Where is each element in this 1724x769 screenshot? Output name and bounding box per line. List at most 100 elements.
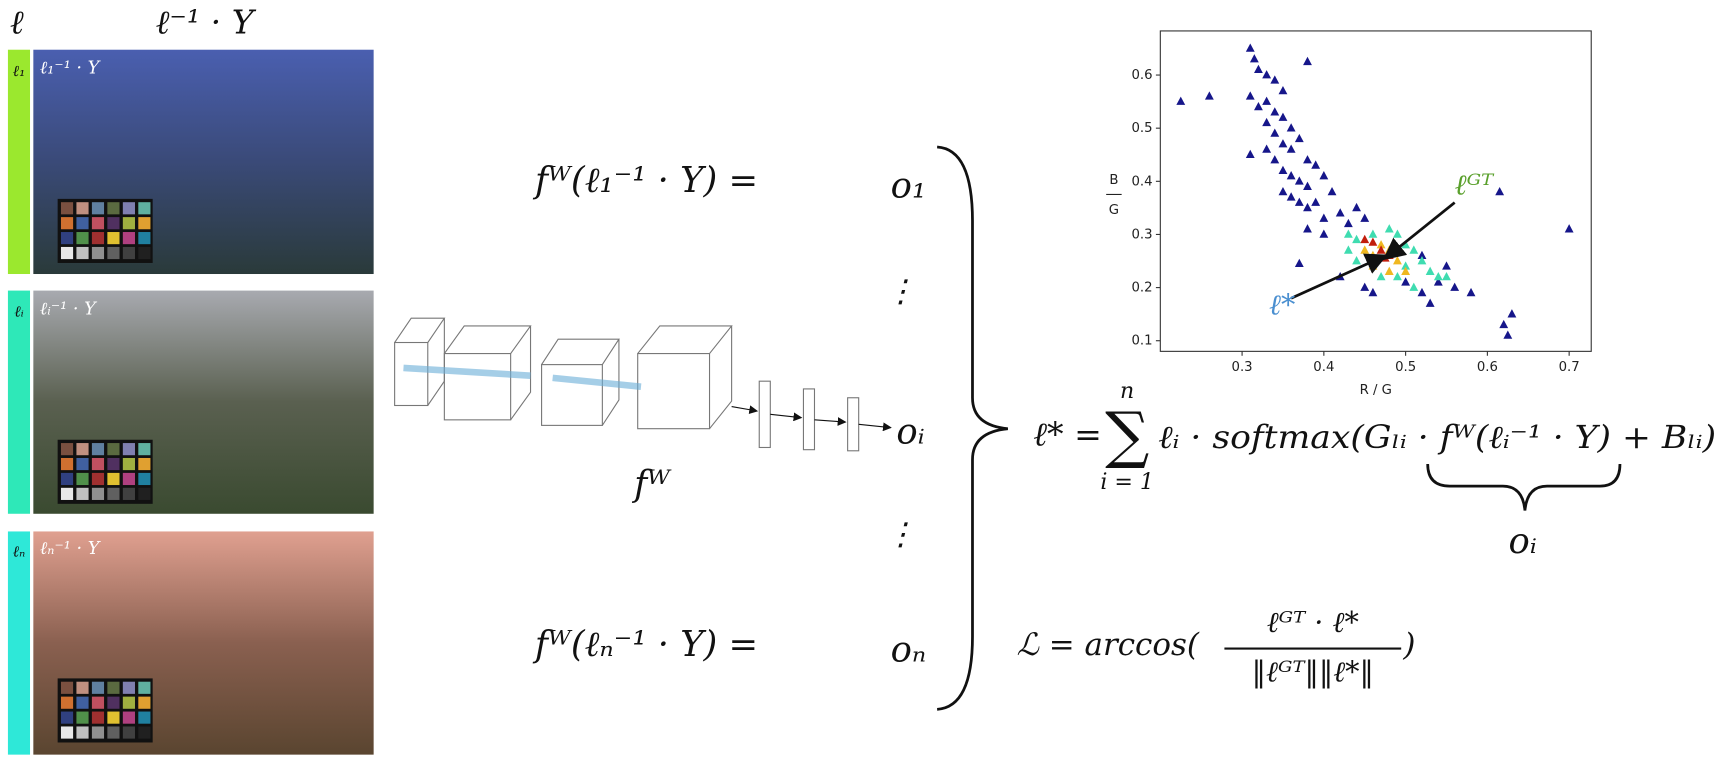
point <box>1393 271 1402 281</box>
sum-lower: i = 1 <box>1100 469 1154 495</box>
color-patch <box>122 443 135 456</box>
x-tick-label: 0.5 <box>1395 360 1416 375</box>
point <box>1417 287 1427 297</box>
point <box>1286 192 1296 201</box>
color-patch <box>107 232 120 245</box>
point <box>1450 282 1460 291</box>
color-patch <box>107 681 120 694</box>
network-output: oᵢ <box>896 412 924 453</box>
y-tick-label: 0.5 <box>1132 121 1153 136</box>
color-patch <box>138 202 151 215</box>
color-patch <box>138 681 151 694</box>
annotation: ℓᴳᵀ <box>1455 168 1495 202</box>
point <box>1503 330 1513 339</box>
color-patch <box>76 487 89 500</box>
color-patch <box>76 457 89 471</box>
color-patch <box>122 696 135 709</box>
point <box>1433 277 1443 286</box>
illuminant-header: ℓ <box>10 2 24 41</box>
color-patch <box>76 681 89 694</box>
color-patch <box>60 472 74 486</box>
color-patch <box>107 696 120 709</box>
point <box>1417 250 1427 260</box>
point <box>1249 54 1259 63</box>
color-patch <box>107 726 120 739</box>
point <box>1384 224 1394 233</box>
point <box>1278 165 1288 175</box>
point <box>1360 245 1370 254</box>
panel-label: ℓₙ⁻¹ · Y <box>40 539 102 559</box>
panel-label: ℓ₁⁻¹ · Y <box>40 59 102 79</box>
point <box>1343 245 1353 254</box>
point <box>1319 171 1329 180</box>
color-patch <box>138 726 151 739</box>
color-patch <box>60 457 74 471</box>
color-patch <box>107 711 120 724</box>
color-patch <box>76 472 89 486</box>
point <box>1352 202 1361 212</box>
loss-close: ) <box>1402 627 1415 663</box>
point <box>1311 160 1321 169</box>
color-patch <box>138 232 151 245</box>
color-patch <box>122 487 135 500</box>
point <box>1262 70 1272 79</box>
loss-numerator: ℓᴳᵀ · ℓ* <box>1267 605 1359 639</box>
color-patch <box>91 246 105 260</box>
point <box>1294 258 1304 267</box>
plot-frame <box>1159 30 1592 352</box>
underbrace <box>1426 464 1622 511</box>
point <box>1368 237 1378 246</box>
color-patch <box>91 472 105 486</box>
point <box>1176 96 1186 105</box>
point <box>1254 101 1263 111</box>
ellipsis: ⋮ <box>885 273 916 309</box>
color-patch <box>91 726 105 739</box>
point <box>1278 139 1288 148</box>
point <box>1409 245 1419 254</box>
point <box>1401 266 1411 275</box>
loss-denominator: ‖ℓᴳᵀ‖‖ℓ*‖ <box>1252 654 1374 688</box>
point <box>1401 261 1411 270</box>
color-patch <box>122 232 135 245</box>
panel-illuminant: ℓ₁ <box>13 62 26 80</box>
color-patch <box>107 443 120 456</box>
point <box>1343 218 1353 228</box>
color-patch <box>60 726 74 739</box>
x-tick-label: 0.6 <box>1477 360 1498 375</box>
color-patch <box>91 457 105 471</box>
color-checker <box>57 678 153 743</box>
point <box>1294 133 1304 143</box>
color-patch <box>76 696 89 709</box>
color-patch <box>122 457 135 471</box>
panel-illuminant: ℓᵢ <box>14 303 24 321</box>
annotation: ℓ* <box>1269 288 1295 322</box>
point <box>1294 197 1304 206</box>
loss-lhs: ℒ = arccos( <box>1017 627 1200 663</box>
point <box>1262 117 1272 127</box>
color-patch <box>91 487 105 500</box>
color-patch <box>60 696 74 709</box>
point <box>1278 86 1288 95</box>
sum-upper: n <box>1120 378 1134 404</box>
color-checker <box>57 198 153 263</box>
illuminant-bar <box>7 531 31 755</box>
color-patch <box>122 681 135 694</box>
color-patch <box>60 681 74 694</box>
point <box>1393 229 1402 238</box>
color-patch <box>107 457 120 471</box>
network-output: o₁ <box>891 165 926 206</box>
color-patch <box>107 202 120 215</box>
color-patch <box>107 487 120 500</box>
illuminant-bar <box>7 49 31 275</box>
color-patch <box>138 711 151 724</box>
corrected-header: ℓ⁻¹ · Y <box>156 2 257 41</box>
color-patch <box>91 202 105 215</box>
illuminant-bar <box>7 290 31 514</box>
point <box>1466 287 1476 297</box>
point <box>1319 213 1329 222</box>
point <box>1286 123 1296 132</box>
point <box>1278 112 1288 121</box>
point <box>1499 319 1509 329</box>
point <box>1270 107 1280 116</box>
